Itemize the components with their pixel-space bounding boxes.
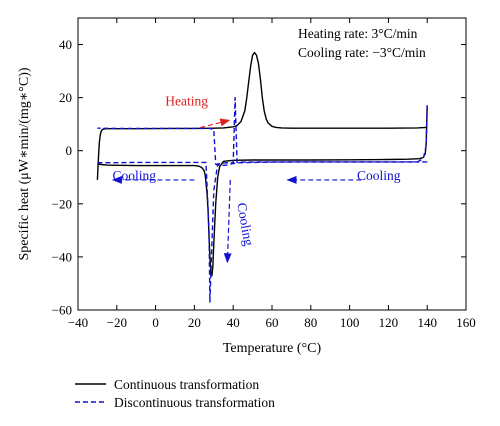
y-tick-label: −40 <box>52 249 72 264</box>
y-axis-label: Specific heat (μW∗min/(mg∗°C)) <box>17 67 32 260</box>
info-cooling-rate: Cooling rate: −3°C/min <box>298 45 426 60</box>
plot-frame <box>77 17 467 311</box>
series-layer <box>96 51 428 303</box>
x-tick-label: 40 <box>227 315 240 330</box>
x-tick-label: 140 <box>417 315 437 330</box>
series-discontinuous-heating-line <box>97 96 428 303</box>
annotation-arrow <box>200 118 231 129</box>
annotation-label: Cooling <box>113 168 157 183</box>
y-tick-label: −20 <box>52 196 72 211</box>
x-tick-label: 100 <box>340 315 360 330</box>
x-tick-label: 0 <box>152 315 159 330</box>
annotation-label: Cooling <box>357 168 401 183</box>
x-tick-label: 160 <box>456 315 476 330</box>
legend: Continuous transformation Discontinuous … <box>75 377 275 410</box>
annotation-arrow <box>223 179 232 264</box>
series-continuous-cooling-line <box>97 105 428 277</box>
y-tick-label: −60 <box>52 303 72 318</box>
series-discontinuous-cooling-line <box>97 127 428 167</box>
x-tick-label: 80 <box>304 315 317 330</box>
x-tick-label: −40 <box>68 315 88 330</box>
legend-label-continuous: Continuous transformation <box>114 377 259 392</box>
x-tick-label: 120 <box>379 315 399 330</box>
legend-label-discontinuous: Discontinuous transformation <box>114 395 275 410</box>
x-tick-label: −20 <box>107 315 127 330</box>
x-axis-ticks: −40 −20 0 20 40 60 80 100 120 140 160 <box>68 18 476 330</box>
x-tick-label: 60 <box>266 315 279 330</box>
annotation-label: Cooling <box>234 202 256 248</box>
y-tick-label: 0 <box>66 143 73 158</box>
x-axis-label: Temperature (°C) <box>223 341 322 356</box>
y-tick-label: 20 <box>59 90 72 105</box>
info-heating-rate: Heating rate: 3°C/min <box>298 26 418 41</box>
y-axis-ticks: −60 −40 −20 0 20 40 <box>52 37 466 318</box>
annotation-layer: Heating Cooling Cooling Cooling <box>111 94 401 264</box>
y-tick-label: 40 <box>59 37 72 52</box>
x-tick-label: 20 <box>188 315 201 330</box>
series-continuous-heating-line <box>96 51 428 180</box>
annotation-label: Heating <box>165 94 208 109</box>
